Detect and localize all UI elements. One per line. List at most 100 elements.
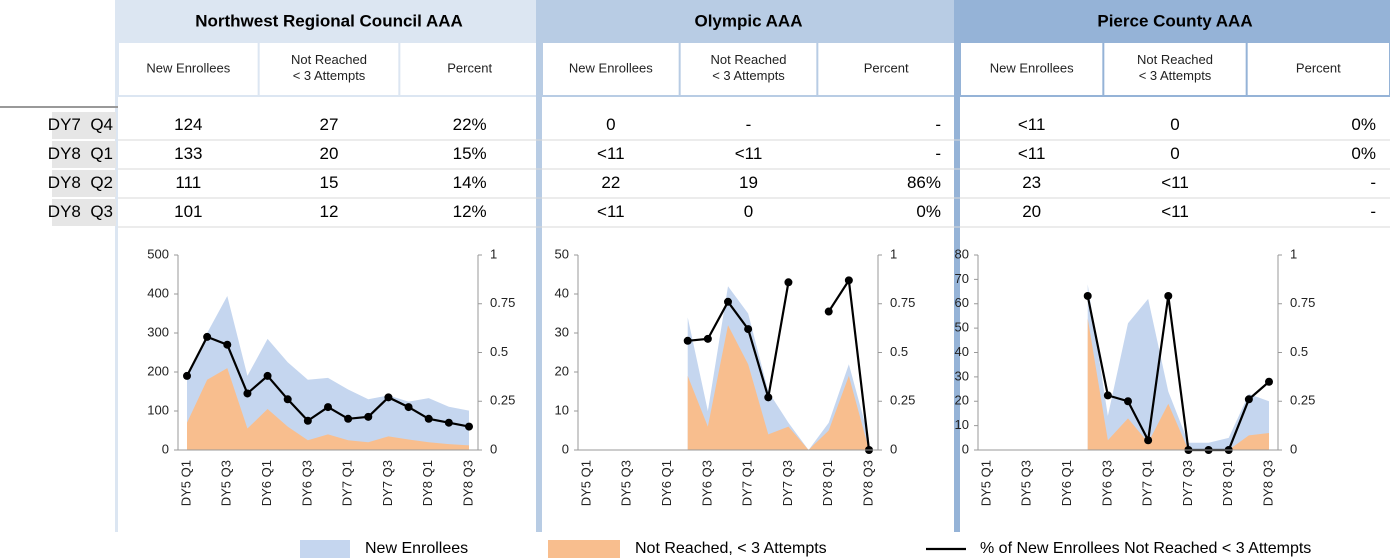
- area: [1087, 284, 1269, 450]
- y-tick-label: 20: [955, 393, 969, 408]
- row-label: DY8 Q1: [48, 144, 113, 163]
- y2-tick-label: 0.5: [890, 344, 908, 359]
- y-tick-label: 0: [962, 441, 969, 456]
- y2-tick-label: 0.25: [890, 393, 915, 408]
- x-tick-label: DY6 Q3: [699, 460, 714, 506]
- y2-tick-label: 0.5: [490, 344, 508, 359]
- line-point: [1124, 397, 1132, 406]
- line-point: [1144, 436, 1153, 445]
- table-cell: 0: [1170, 115, 1179, 134]
- legend-label: New Enrollees: [365, 540, 468, 557]
- x-tick-label: DY6 Q3: [299, 460, 314, 506]
- y-tick-label: 50: [555, 246, 569, 261]
- x-tick-label: DY6 Q1: [1059, 460, 1074, 506]
- y2-tick-label: 0: [1290, 441, 1297, 456]
- x-tick-label: DY5 Q3: [619, 460, 634, 506]
- y-tick-label: 50: [955, 320, 969, 335]
- table-cell: <11: [1161, 173, 1189, 192]
- x-tick-label: DY7 Q3: [380, 460, 395, 506]
- group-title: Olympic AAA: [694, 11, 802, 30]
- line-point: [424, 414, 433, 423]
- table-cell: 0%: [1351, 144, 1376, 163]
- x-tick-label: DY6 Q3: [1099, 460, 1114, 506]
- column-header: New Enrollees: [569, 60, 653, 75]
- line-point: [303, 416, 312, 425]
- x-tick-label: DY8 Q1: [820, 460, 835, 506]
- line-point: [404, 403, 413, 412]
- y-tick-label: 40: [555, 285, 569, 300]
- line-point: [344, 414, 353, 423]
- y-tick-label: 80: [955, 246, 969, 261]
- area: [187, 368, 469, 450]
- x-tick-label: DY5 Q1: [178, 460, 193, 506]
- table-cell: 133: [174, 144, 202, 163]
- y2-tick-label: 0: [890, 441, 897, 456]
- table-cell: 12%: [453, 202, 487, 221]
- table-cell: 15: [320, 173, 339, 192]
- line-point: [724, 297, 732, 306]
- column-header-bg: [1247, 43, 1389, 95]
- x-tick-label: DY7 Q1: [740, 460, 755, 506]
- x-tick-label: DY6 Q1: [659, 460, 674, 506]
- table-cell: 101: [174, 202, 202, 221]
- row-label: DY7 Q4: [48, 115, 113, 134]
- y2-tick-label: 1: [490, 246, 497, 261]
- line-point: [703, 334, 712, 343]
- y2-tick-label: 0.75: [1290, 295, 1315, 310]
- column-header: New Enrollees: [990, 60, 1074, 75]
- y2-tick-label: 0.25: [490, 393, 515, 408]
- y-tick-label: 20: [555, 363, 569, 378]
- y-tick-label: 60: [955, 295, 969, 310]
- column-header-bg: [259, 43, 399, 95]
- line-point: [324, 403, 332, 412]
- y2-tick-label: 0: [490, 441, 497, 456]
- table-cell: 111: [175, 173, 201, 192]
- table-cell: 0: [744, 202, 753, 221]
- y-tick-label: 0: [562, 441, 569, 456]
- column-header: Not Reached < 3 Attempts: [291, 53, 367, 84]
- legend-label: Not Reached, < 3 Attempts: [635, 540, 827, 557]
- table-cell: -: [935, 144, 941, 163]
- column-header-bg: [818, 43, 954, 95]
- x-tick-label: DY8 Q3: [860, 460, 875, 506]
- x-tick-label: DY5 Q1: [578, 460, 593, 506]
- row-label-bg: [52, 170, 116, 197]
- column-header: Percent: [447, 60, 492, 75]
- y2-tick-label: 0.5: [1290, 344, 1308, 359]
- x-tick-label: DY5 Q3: [219, 460, 234, 506]
- y-tick-label: 400: [147, 285, 169, 300]
- line-point: [223, 340, 232, 349]
- y-tick-label: 30: [555, 324, 569, 339]
- chart: 0 100 200 300 400 500 0 0.25 0.5 0.75 1 DY5 Q1 DY5 Q…: [147, 246, 515, 506]
- line-point: [243, 389, 252, 398]
- legend-swatch: [548, 540, 620, 558]
- table-cell: 23: [1022, 173, 1041, 192]
- table-cell: 0: [606, 115, 615, 134]
- y-tick-label: 40: [955, 344, 969, 359]
- line-point: [444, 418, 453, 427]
- line-point: [1244, 395, 1253, 404]
- table-cell: 86%: [907, 173, 941, 192]
- column-header: Not Reached < 3 Attempts: [1137, 53, 1213, 84]
- table-cell: -: [935, 115, 941, 134]
- line-point: [824, 307, 833, 316]
- x-tick-label: DY8 Q1: [1220, 460, 1235, 506]
- x-tick-label: DY7 Q1: [1140, 460, 1155, 506]
- table-cell: -: [746, 115, 752, 134]
- y-tick-label: 100: [147, 402, 169, 417]
- table-cell: 27: [320, 115, 339, 134]
- row-label: DY8 Q2: [48, 173, 113, 192]
- line-point: [1083, 291, 1092, 300]
- group-strip: [536, 0, 542, 532]
- line-point: [744, 325, 753, 334]
- y2-tick-label: 1: [890, 246, 897, 261]
- area: [187, 295, 469, 450]
- row-label-bg: [52, 141, 116, 168]
- line-point: [1265, 377, 1273, 386]
- group-strip: [954, 0, 960, 532]
- chart: 0 10 20 30 40 50 60 70 80 0 0.25 0.5 0.75 1 DY5 Q1 DY5 …: [955, 246, 1316, 506]
- table-cell: <11: [1161, 202, 1189, 221]
- table-cell: 22: [601, 173, 620, 192]
- y-tick-label: 10: [955, 417, 969, 432]
- legend: New Enrollees Not Reached, < 3 Attempts % …: [300, 540, 1311, 558]
